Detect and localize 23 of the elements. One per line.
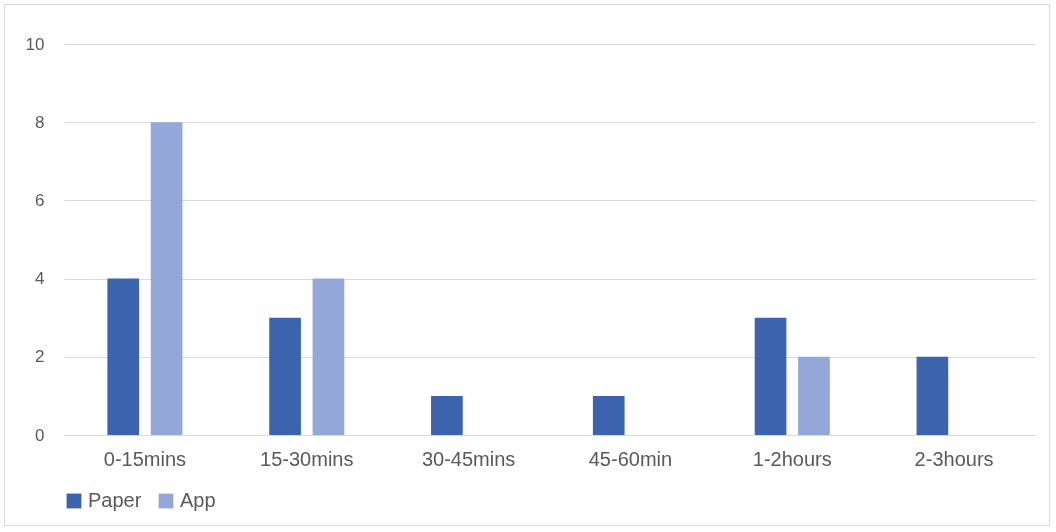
bar (150, 122, 183, 435)
legend-label: Paper (88, 489, 142, 511)
bar (107, 278, 140, 435)
y-tick-label: 10 (25, 34, 45, 54)
bar (916, 356, 949, 435)
legend-label: App (180, 489, 216, 511)
x-tick-label: 2-3hours (914, 447, 994, 470)
y-tick-label: 0 (35, 425, 45, 445)
x-tick-label: 0-15mins (103, 447, 187, 470)
bar (798, 356, 830, 435)
x-tick-label: 45-60min (588, 447, 673, 470)
y-tick-label: 4 (35, 269, 45, 289)
bar (754, 317, 787, 435)
x-tick-label: 1-2hours (752, 447, 832, 470)
y-tick-label: 6 (35, 190, 45, 210)
bar (269, 317, 301, 435)
x-tick-label: 15-30mins (260, 447, 354, 470)
bar (431, 395, 463, 435)
y-tick-label: 2 (35, 347, 45, 367)
bar (312, 278, 345, 435)
x-tick-label: 30-45mins (421, 447, 516, 470)
bar (592, 395, 625, 435)
y-tick-label: 8 (35, 112, 45, 132)
